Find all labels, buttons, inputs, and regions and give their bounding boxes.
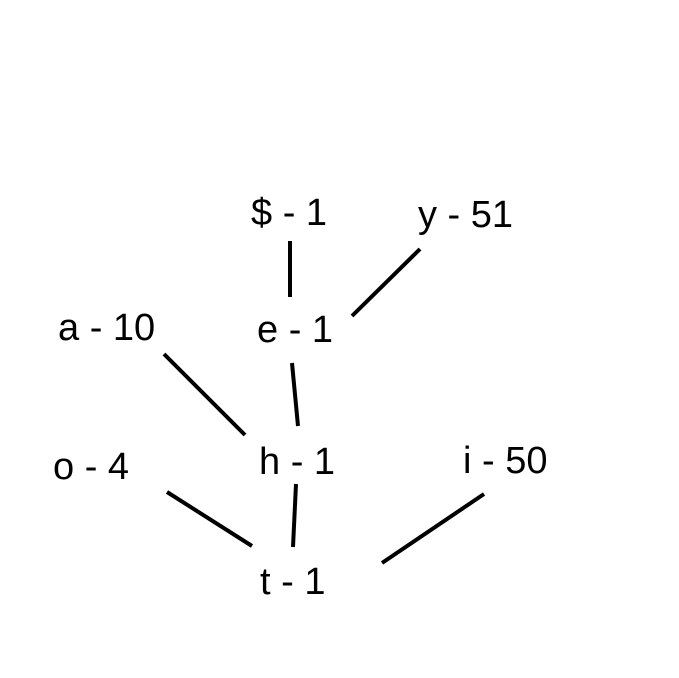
node-o: o - 4 bbox=[53, 446, 130, 488]
edge-e-y bbox=[350, 247, 422, 318]
edge-h-a bbox=[162, 352, 247, 437]
node-t: t - 1 bbox=[260, 561, 326, 603]
node-i: i - 50 bbox=[463, 440, 548, 482]
edge-t-h bbox=[291, 483, 298, 548]
edge-h-e bbox=[290, 362, 300, 427]
edge-t-o bbox=[165, 490, 254, 548]
node-a: a - 10 bbox=[58, 307, 156, 349]
node-e: e - 1 bbox=[257, 309, 334, 351]
edge-t-i bbox=[380, 492, 486, 565]
node-y: y - 51 bbox=[418, 194, 514, 236]
node-dollar: $ - 1 bbox=[251, 192, 328, 234]
node-h: h - 1 bbox=[259, 441, 336, 483]
